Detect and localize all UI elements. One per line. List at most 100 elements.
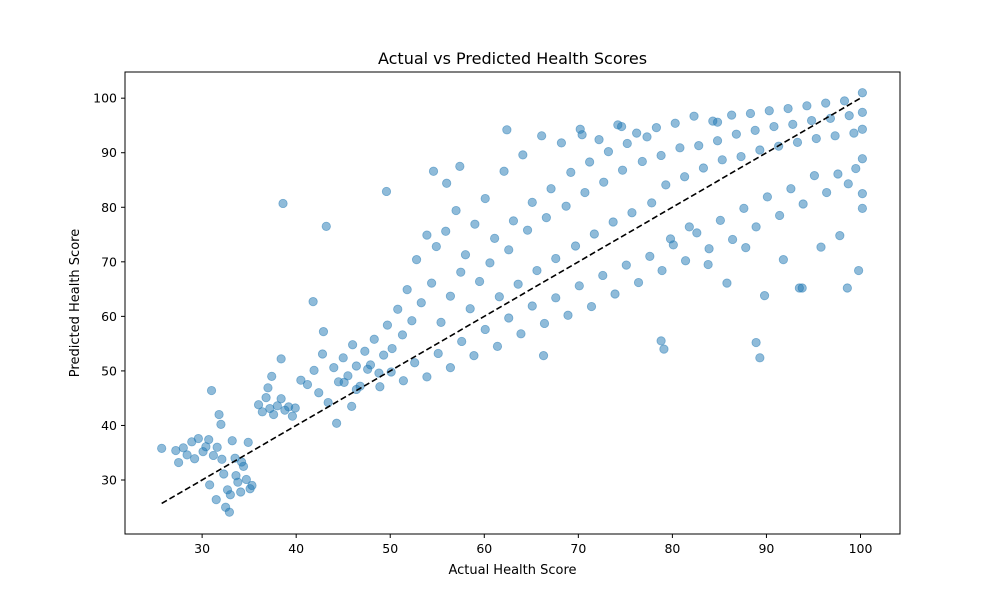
scatter-point xyxy=(276,354,286,364)
scatter-point xyxy=(806,115,817,126)
scatter-point xyxy=(857,107,867,117)
scatter-point xyxy=(642,132,652,142)
scatter-point xyxy=(410,358,420,368)
scatter-point xyxy=(386,367,396,377)
scatter-point xyxy=(844,111,854,121)
scatter-point xyxy=(580,187,590,198)
scatter-point xyxy=(633,277,644,288)
scatter-point xyxy=(257,407,267,417)
scatter-point xyxy=(659,344,669,354)
scatter-point xyxy=(457,336,467,347)
scatter-point xyxy=(494,292,504,302)
scatter-point xyxy=(647,198,657,208)
scatter-point xyxy=(792,137,803,147)
scatter-point xyxy=(788,119,798,129)
scatter-point xyxy=(513,279,523,289)
scatter-point xyxy=(854,265,864,276)
scatter-point xyxy=(851,163,861,174)
y-tick-label: 60 xyxy=(101,309,117,324)
scatter-point xyxy=(722,278,732,288)
scatter-point xyxy=(577,130,587,140)
scatter-point xyxy=(541,213,551,223)
scatter-point xyxy=(480,193,490,204)
scatter-point xyxy=(684,222,694,232)
x-tick-label: 60 xyxy=(476,541,492,556)
scatter-point xyxy=(369,334,379,344)
x-tick-label: 40 xyxy=(288,541,304,556)
scatter-point xyxy=(492,341,503,351)
scatter-point xyxy=(402,285,412,295)
scatter-point xyxy=(504,245,514,255)
scatter-point xyxy=(574,281,584,291)
scatter-point xyxy=(755,353,765,363)
scatter-point xyxy=(586,301,597,312)
scatter-point xyxy=(422,372,432,382)
identity-reference-line xyxy=(161,96,863,505)
scatter-point xyxy=(670,118,680,128)
scatter-point xyxy=(308,297,318,307)
points-layer xyxy=(157,88,867,517)
scatter-point xyxy=(302,379,313,390)
scatter-point xyxy=(764,106,774,116)
scatter-point xyxy=(704,244,714,254)
scatter-point xyxy=(363,364,373,374)
scatter-point xyxy=(470,219,480,229)
scatter-point xyxy=(236,487,246,497)
x-tick-label: 50 xyxy=(382,541,398,556)
scatter-point xyxy=(205,480,215,490)
scatter-point xyxy=(651,123,662,133)
scatter-point xyxy=(736,151,746,162)
scatter-point xyxy=(393,304,403,314)
scatter-point xyxy=(661,180,671,190)
scatter-point xyxy=(608,217,618,227)
scatter-point xyxy=(407,316,417,326)
scatter-point xyxy=(441,226,451,236)
scatter-point xyxy=(798,199,808,209)
scatter-point xyxy=(645,251,655,261)
scatter-point xyxy=(857,88,867,98)
scatter-point xyxy=(842,283,852,293)
scatter-point xyxy=(816,242,826,252)
scatter-point xyxy=(398,376,408,386)
scatter-point xyxy=(539,318,550,329)
scatter-point xyxy=(221,502,231,512)
scatter-point xyxy=(287,411,298,421)
scatter-point xyxy=(668,240,678,250)
scatter-point xyxy=(427,278,437,288)
scatter-point xyxy=(750,125,760,135)
scatter-point xyxy=(745,108,756,119)
scatter-point xyxy=(469,351,479,361)
scatter-point xyxy=(178,443,188,453)
scatter-point xyxy=(741,243,751,253)
scatter-point xyxy=(599,177,609,187)
scatter-point xyxy=(433,348,443,359)
scatter-point xyxy=(739,203,749,213)
scatter-point xyxy=(802,101,812,111)
scatter-point xyxy=(857,154,867,164)
scatter-point xyxy=(455,161,465,171)
scatter-point xyxy=(381,186,392,197)
scatter-point xyxy=(656,336,666,346)
y-tick-label: 90 xyxy=(101,145,117,160)
y-tick-label: 50 xyxy=(101,363,117,378)
scatter-point xyxy=(594,135,604,145)
scatter-point xyxy=(422,230,432,240)
scatter-point xyxy=(290,403,300,413)
scatter-point xyxy=(762,192,772,202)
scatter-point xyxy=(485,258,495,268)
scatter-point xyxy=(474,276,485,287)
scatter-point xyxy=(627,208,637,218)
scatter-point xyxy=(193,433,203,444)
scatter-point xyxy=(561,201,571,211)
scatter-point xyxy=(689,111,699,121)
scatter-point xyxy=(338,353,348,363)
scatter-point xyxy=(261,393,271,403)
x-tick-label: 90 xyxy=(758,541,774,556)
scatter-point xyxy=(451,205,461,216)
scatter-point xyxy=(632,128,642,138)
scatter-point xyxy=(603,147,614,157)
scatter-point xyxy=(375,382,385,392)
scatter-point xyxy=(323,397,333,408)
scatter-point xyxy=(532,265,542,276)
scatter-point xyxy=(318,327,329,337)
